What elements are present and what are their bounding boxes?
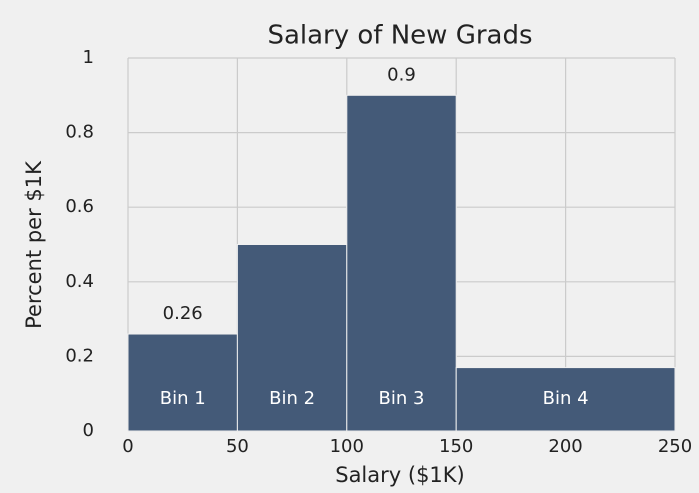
y-axis-label: Percent per $1K [22, 160, 46, 329]
bar [455, 367, 676, 432]
y-tick-label: 1 [83, 47, 94, 68]
bin-label: Bin 4 [543, 388, 589, 409]
y-tick-label: 0.6 [65, 196, 94, 217]
bin-label: Bin 2 [269, 388, 315, 409]
x-axis-label: Salary ($1K) [335, 463, 465, 487]
bar [236, 244, 348, 432]
y-tick-label: 0 [83, 420, 94, 441]
bar [346, 94, 457, 432]
bin-label: Bin 3 [379, 388, 425, 409]
x-tick-label: 150 [439, 436, 473, 457]
data-label: 0.26 [163, 303, 203, 324]
data-label: 0.9 [387, 64, 416, 85]
bin-label: Bin 1 [160, 388, 206, 409]
chart-title: Salary of New Grads [267, 21, 532, 51]
x-tick-label: 100 [330, 436, 364, 457]
x-tick-label: 250 [658, 436, 692, 457]
y-tick-label: 0.4 [65, 271, 94, 292]
bar [127, 333, 238, 432]
x-tick-label: 200 [548, 436, 582, 457]
x-tick-label: 0 [122, 436, 133, 457]
x-tick-label: 50 [226, 436, 249, 457]
y-tick-label: 0.2 [65, 345, 94, 366]
y-tick-label: 0.8 [65, 122, 94, 143]
